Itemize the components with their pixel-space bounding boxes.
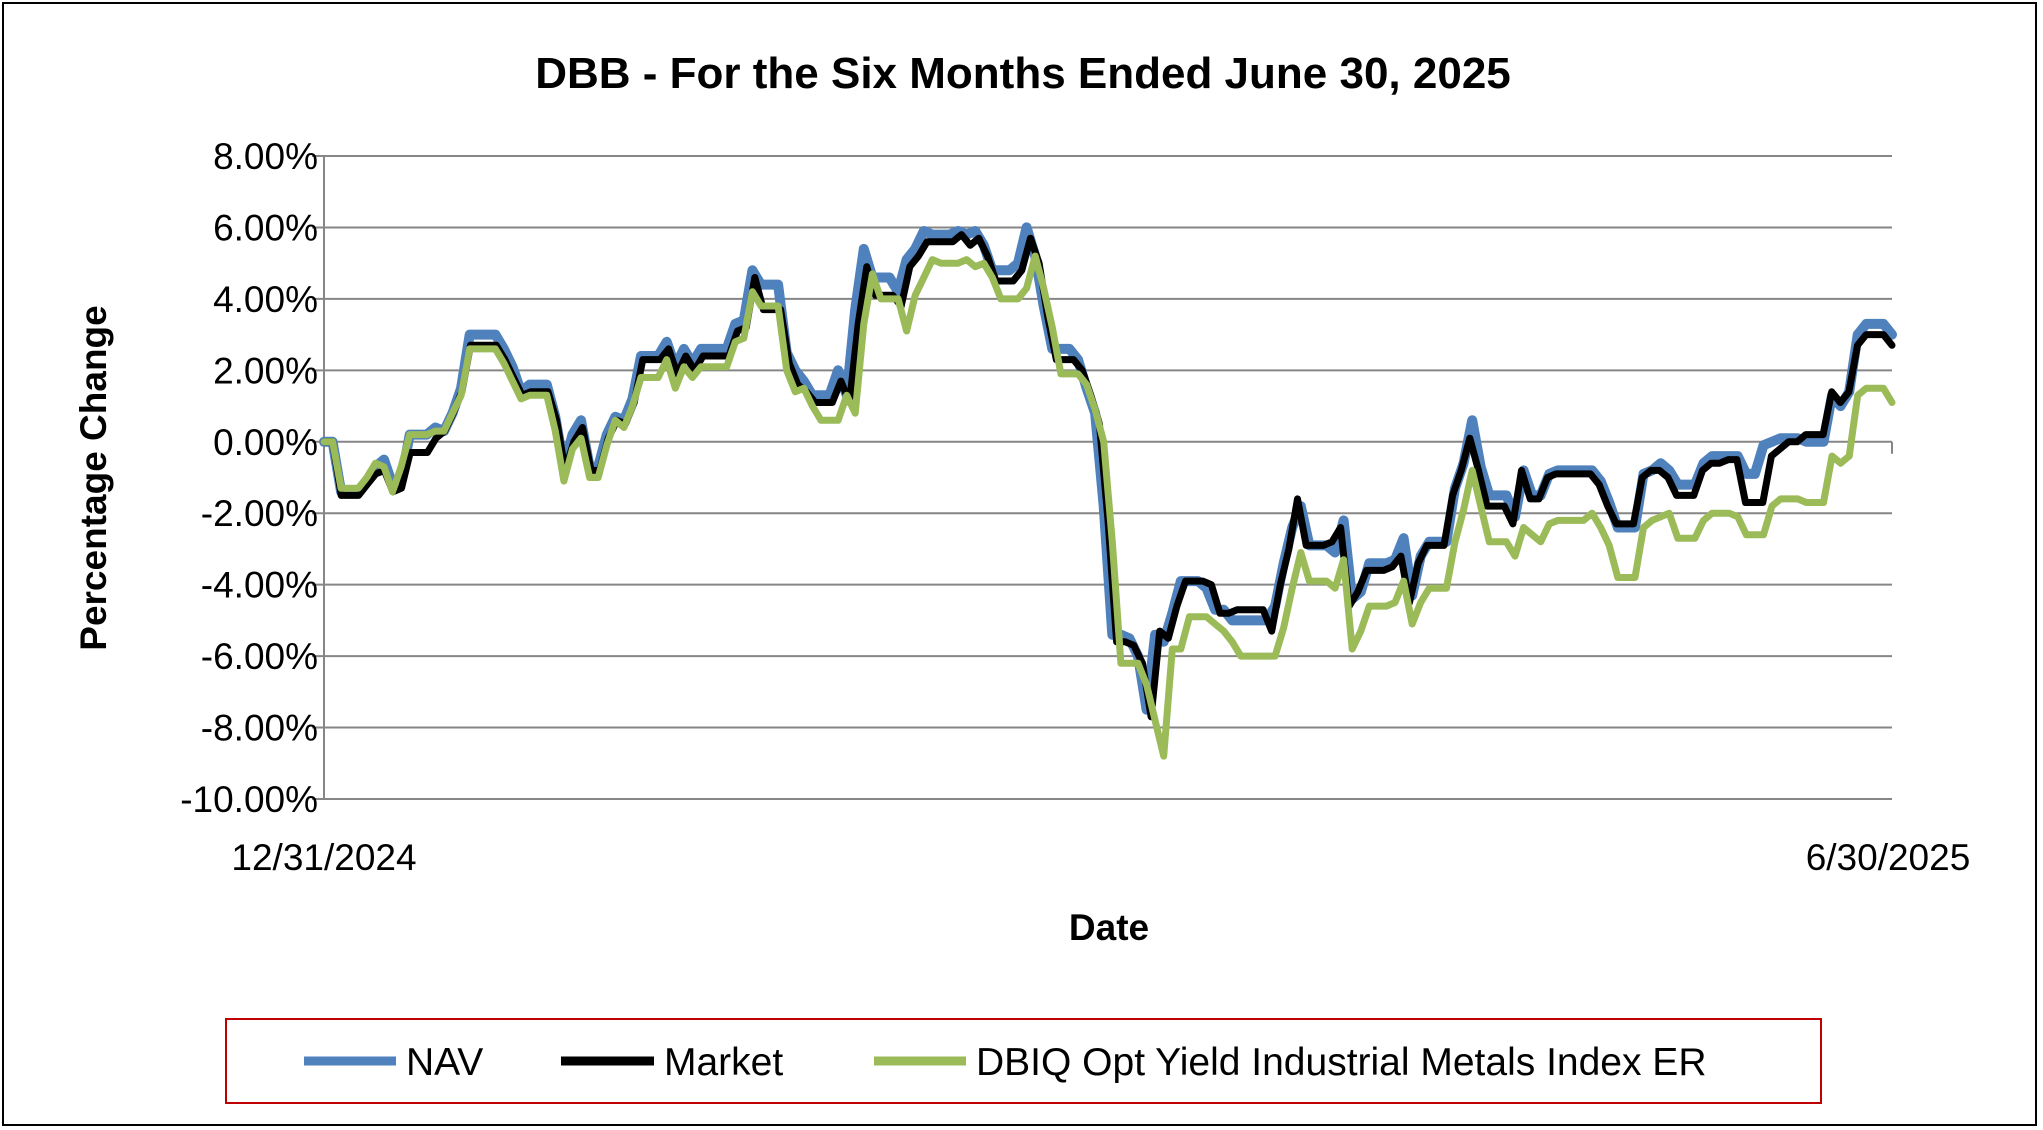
y-tick-label: 8.00% <box>213 136 318 177</box>
y-tick-labels: 8.00% 6.00% 4.00% 2.00% 0.00% -2.00% -4.00% -6.… <box>180 136 318 820</box>
y-tick-label: 4.00% <box>213 279 318 320</box>
legend-label-index: DBIQ Opt Yield Industrial Metals Index E… <box>976 1041 1707 1084</box>
x-tick-end: 6/30/2025 <box>1806 837 1971 878</box>
y-tick-label: 6.00% <box>213 207 318 248</box>
series-lines <box>319 222 1897 760</box>
chart-title: DBB - For the Six Months Ended June 30, … <box>535 49 1511 98</box>
y-tick-label: -8.00% <box>201 708 318 749</box>
y-tick-label: -6.00% <box>201 636 318 677</box>
y-tick-label: 2.00% <box>213 350 318 391</box>
legend-box <box>225 1018 1822 1104</box>
x-tick-start: 12/31/2024 <box>231 837 416 878</box>
legend-label-market: Market <box>664 1041 783 1084</box>
y-axis-title: Percentage Change <box>73 305 114 650</box>
y-tick-label: -10.00% <box>180 779 318 820</box>
legend: NAV Market DBIQ Opt Yield Industrial Met… <box>225 1018 1822 1104</box>
legend-label-nav: NAV <box>406 1041 483 1084</box>
x-axis-title: Date <box>1069 907 1149 948</box>
y-tick-label: -4.00% <box>201 565 318 606</box>
series-line-index <box>320 252 1896 760</box>
chart-canvas: DBB - For the Six Months Ended June 30, … <box>73 49 1971 1104</box>
y-tick-label: 0.00% <box>213 422 318 463</box>
y-tick-label: -2.00% <box>201 493 318 534</box>
